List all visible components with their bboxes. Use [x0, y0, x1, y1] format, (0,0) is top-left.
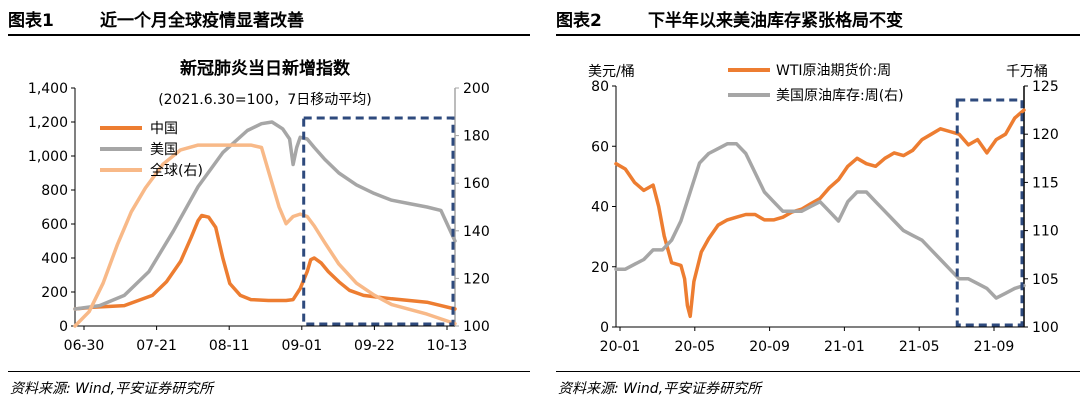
- legend-label: 美国: [150, 142, 178, 158]
- left-tick-label: 600: [41, 217, 68, 233]
- figure-label: 图表2: [556, 11, 602, 31]
- chart-subtitle: (2021.6.30=100，7日移动平均): [158, 92, 372, 108]
- right-tick-label: 200: [463, 81, 490, 97]
- covid-chart: 0 200 400 600 800 1,000 1,200 1,400 100 120 140 160…: [28, 58, 490, 354]
- figure-panel-1: 图表1 近一个月全球疫情显著改善 0 200 400 600 800 1,000 1,200…: [0, 0, 530, 407]
- left-tick-label: 0: [600, 320, 609, 336]
- figure-title: 近一个月全球疫情显著改善: [100, 11, 304, 31]
- x-tick-label: 21-01: [824, 339, 865, 355]
- left-tick-label: 0: [59, 319, 68, 335]
- left-tick-label: 1,400: [28, 81, 68, 97]
- highlight-box: [302, 116, 455, 326]
- right-tick-label: 100: [1032, 320, 1059, 336]
- left-tick-label: 40: [591, 200, 609, 216]
- x-tick-label: 09-22: [354, 338, 395, 354]
- figure-panel-2: 图表2 下半年以来美油库存紧张格局不变 0 20 40 60 80 100 105 110 11…: [548, 0, 1080, 407]
- left-tick-label: 800: [41, 183, 68, 199]
- figure-header: 图表1 近一个月全球疫情显著改善: [8, 0, 530, 36]
- legend-label: 美国原油库存:周(右): [776, 88, 904, 104]
- series-line: [614, 108, 1026, 319]
- right-tick-label: 100: [463, 319, 490, 335]
- x-tick-label: 07-21: [136, 338, 177, 354]
- figure-header: 图表2 下半年以来美油库存紧张格局不变: [556, 0, 1080, 36]
- series-line: [73, 120, 457, 311]
- source-note: 资料来源: Wind,平安证券研究所: [558, 381, 762, 397]
- series-line: [73, 143, 457, 328]
- x-tick-label: 06-30: [64, 338, 105, 354]
- left-tick-label: 80: [591, 79, 609, 95]
- left-tick-label: 1,000: [28, 149, 68, 165]
- right-axis-unit: 千万桶: [1006, 64, 1048, 80]
- figure-label: 图表1: [8, 11, 54, 31]
- left-tick-label: 60: [591, 139, 609, 155]
- right-tick-label: 110: [1032, 224, 1059, 240]
- right-tick-label: 120: [1032, 127, 1059, 143]
- source-note: 资料来源: Wind,平安证券研究所: [10, 381, 214, 397]
- left-axis-unit: 美元/桶: [588, 64, 635, 80]
- legend-label: WTI原油期货价:周: [776, 62, 891, 79]
- right-tick-label: 125: [1032, 79, 1059, 95]
- right-tick-label: 120: [463, 271, 490, 287]
- x-tick-label: 21-09: [974, 339, 1015, 355]
- series-line: [73, 213, 457, 311]
- series-line: [614, 142, 1026, 300]
- highlight-box: [955, 98, 1024, 327]
- x-tick-label: 21-05: [899, 339, 940, 355]
- footer: 资料来源: Wind,平安证券研究所: [8, 371, 530, 402]
- left-tick-label: 20: [591, 260, 609, 276]
- chart-title: 新冠肺炎当日新增指数: [180, 58, 351, 79]
- left-tick-label: 200: [41, 285, 68, 301]
- right-tick-label: 140: [463, 224, 490, 240]
- x-tick-label: 20-05: [674, 339, 715, 355]
- x-tick-label: 09-01: [281, 338, 322, 354]
- oil-chart: 0 20 40 60 80 100 105 110 115 120 125 20-01 20-05 20-…: [588, 62, 1059, 355]
- right-tick-label: 115: [1032, 175, 1059, 191]
- left-tick-label: 400: [41, 251, 68, 267]
- right-tick-label: 180: [463, 129, 490, 145]
- x-tick-label: 10-13: [427, 338, 468, 354]
- x-tick-label: 08-11: [209, 338, 250, 354]
- left-tick-label: 1,200: [28, 115, 68, 131]
- right-tick-label: 105: [1032, 272, 1059, 288]
- right-tick-label: 160: [463, 176, 490, 192]
- x-tick-label: 20-01: [600, 339, 641, 355]
- legend-label: 中国: [150, 121, 178, 137]
- legend-label: 全球(右): [150, 162, 203, 179]
- figure-title: 下半年以来美油库存紧张格局不变: [648, 11, 903, 31]
- footer: 资料来源: Wind,平安证券研究所: [556, 371, 1080, 402]
- x-tick-label: 20-09: [749, 339, 790, 355]
